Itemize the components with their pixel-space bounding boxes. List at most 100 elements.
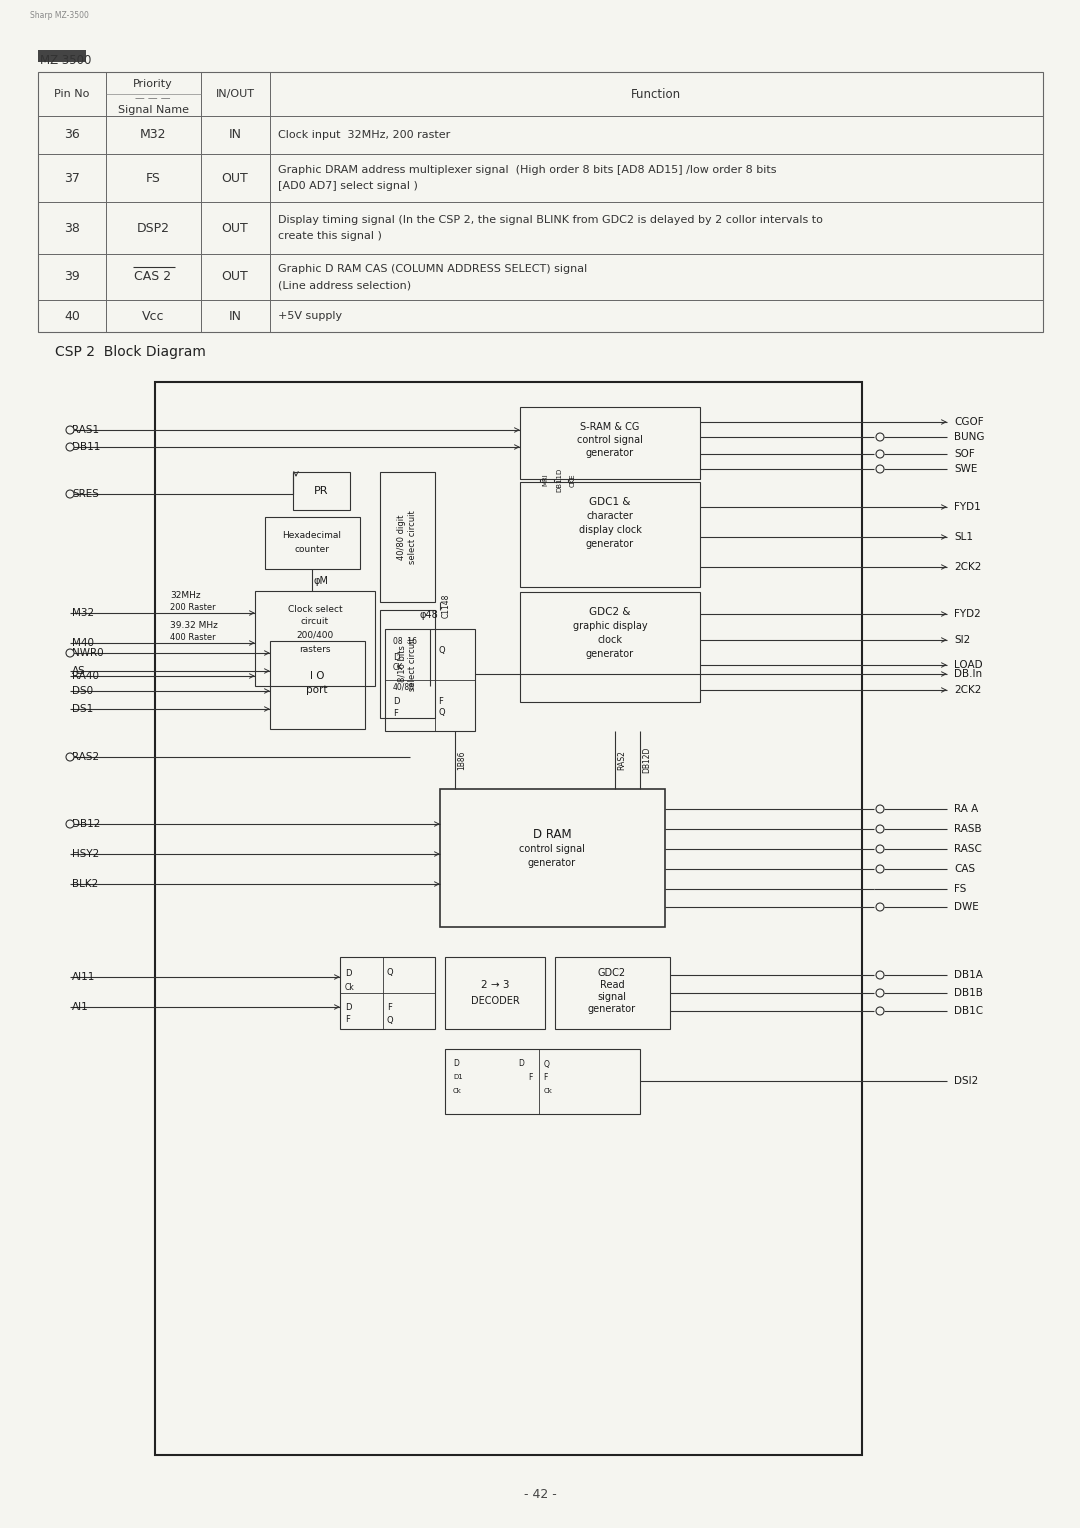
Text: S-RAM & CG: S-RAM & CG [580, 422, 639, 432]
Text: GDC2 &: GDC2 & [590, 607, 631, 617]
Text: - 42 -: - 42 - [524, 1488, 556, 1502]
Circle shape [876, 903, 885, 911]
Bar [519, 406, 700, 478]
Text: D: D [518, 1059, 525, 1068]
Text: DECODER: DECODER [471, 996, 519, 1005]
Bar [270, 642, 365, 729]
Text: SI2: SI2 [954, 636, 970, 645]
Text: D: D [345, 1002, 351, 1012]
Text: F: F [543, 1073, 548, 1082]
Text: DB11: DB11 [72, 442, 100, 452]
Text: SL1: SL1 [954, 532, 973, 542]
Bar [519, 591, 700, 701]
Text: Priority: Priority [133, 79, 173, 89]
Text: M32: M32 [139, 128, 166, 142]
Text: CSP 2  Block Diagram: CSP 2 Block Diagram [55, 345, 206, 359]
Text: IN/OUT: IN/OUT [216, 89, 255, 99]
Text: RAS2: RAS2 [617, 750, 626, 770]
Text: Q: Q [438, 709, 445, 718]
Text: F: F [393, 709, 397, 718]
Text: 39: 39 [64, 270, 80, 284]
Text: AI11: AI11 [72, 972, 95, 983]
Text: I O: I O [310, 671, 324, 681]
Text: Pin No: Pin No [54, 89, 90, 99]
Text: CGOF: CGOF [954, 417, 984, 426]
Text: DSP2: DSP2 [136, 222, 170, 234]
Text: 1B86: 1B86 [457, 750, 465, 770]
Text: DB11D: DB11D [556, 468, 562, 492]
Text: generator: generator [586, 539, 634, 549]
Text: DB1B: DB1B [954, 989, 983, 998]
Text: GDC1 &: GDC1 & [590, 497, 631, 507]
Text: D: D [345, 969, 351, 978]
Text: GDC2: GDC2 [598, 969, 626, 978]
Text: Function: Function [631, 87, 681, 101]
Text: FS: FS [146, 171, 161, 185]
Text: Signal Name: Signal Name [118, 105, 189, 115]
Text: Hexadecimal: Hexadecimal [283, 530, 341, 539]
Text: DWE: DWE [954, 902, 978, 912]
Bar [255, 591, 375, 686]
Text: generator: generator [586, 649, 634, 659]
Text: NWR0: NWR0 [72, 648, 104, 659]
Text: OUT: OUT [221, 171, 248, 185]
Text: DB1C: DB1C [954, 1005, 983, 1016]
Text: generator: generator [528, 859, 576, 868]
Bar [440, 788, 665, 927]
Circle shape [876, 1007, 885, 1015]
Text: 40/80 digit
select circuit: 40/80 digit select circuit [397, 510, 417, 564]
Text: RAS2: RAS2 [72, 752, 99, 762]
Text: port: port [307, 685, 327, 695]
Bar [555, 957, 670, 1028]
Bar [265, 516, 360, 568]
Text: Display timing signal (In the CSP 2, the signal BLINK from GDC2 is delayed by 2 : Display timing signal (In the CSP 2, the… [278, 215, 823, 225]
Text: 08  16: 08 16 [393, 637, 417, 645]
Text: generator: generator [586, 448, 634, 458]
Text: SRES: SRES [72, 489, 99, 500]
Bar [380, 610, 435, 718]
Text: control signal: control signal [577, 435, 643, 445]
Text: Clock input  32MHz, 200 raster: Clock input 32MHz, 200 raster [278, 130, 450, 141]
Text: 32MHz: 32MHz [170, 590, 201, 599]
Bar [340, 957, 435, 1028]
Bar [380, 472, 435, 602]
Text: F: F [345, 1016, 350, 1024]
Text: signal: signal [597, 992, 626, 1002]
Bar [519, 481, 700, 587]
Text: DB1A: DB1A [954, 970, 983, 979]
Text: counter: counter [295, 544, 329, 553]
Bar [38, 50, 86, 63]
Text: 40: 40 [64, 310, 80, 322]
Text: [AD0 AD7] select signal ): [AD0 AD7] select signal ) [278, 180, 418, 191]
Text: HSY2: HSY2 [72, 850, 99, 859]
Text: DB12: DB12 [72, 819, 100, 830]
Text: D RAM: D RAM [532, 828, 571, 840]
Text: 8/16 bits
select circuit: 8/16 bits select circuit [397, 637, 417, 691]
Text: RASB: RASB [954, 824, 982, 834]
Text: 200 Raster: 200 Raster [170, 602, 216, 611]
Text: 36: 36 [64, 128, 80, 142]
Text: F: F [438, 697, 444, 706]
Circle shape [66, 649, 75, 657]
Text: SOF: SOF [954, 449, 975, 458]
Text: M40: M40 [72, 639, 94, 648]
Circle shape [876, 451, 885, 458]
Text: DS1: DS1 [72, 704, 93, 714]
Text: BLK2: BLK2 [72, 879, 98, 889]
Text: F: F [528, 1073, 532, 1082]
Bar [445, 957, 545, 1028]
Text: DB12D: DB12D [642, 747, 651, 773]
Text: Clock select: Clock select [287, 605, 342, 614]
Text: character: character [586, 510, 634, 521]
Circle shape [66, 490, 75, 498]
Text: Graphic D RAM CAS (COLUMN ADDRESS SELECT) signal: Graphic D RAM CAS (COLUMN ADDRESS SELECT… [278, 264, 588, 274]
Circle shape [876, 845, 885, 853]
Text: Q: Q [438, 646, 445, 656]
Text: 2 → 3: 2 → 3 [481, 979, 510, 990]
Text: graphic display: graphic display [572, 620, 647, 631]
Text: control signal: control signal [519, 843, 585, 854]
Circle shape [66, 426, 75, 434]
Text: LOAD: LOAD [954, 660, 983, 669]
Circle shape [876, 865, 885, 872]
Text: CAS: CAS [954, 863, 975, 874]
